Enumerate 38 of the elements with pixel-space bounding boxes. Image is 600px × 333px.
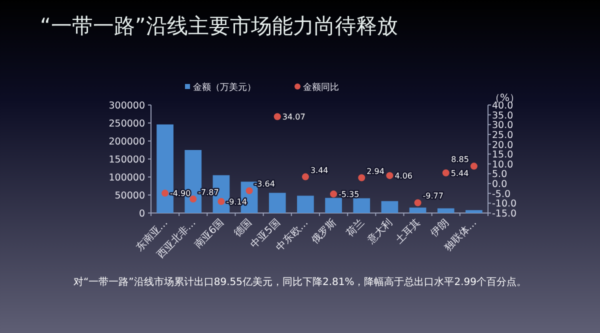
legend-label: 金额同比	[303, 82, 339, 93]
y-tick-label: 150000	[108, 154, 145, 166]
data-label: -5.35	[338, 190, 360, 200]
y2-tick-label: 0.0	[492, 179, 508, 190]
x-tick-label: 南亚6国	[192, 216, 226, 251]
y-tick-label: 0	[138, 208, 145, 220]
data-label: 4.06	[394, 172, 413, 181]
data-label: 5.44	[450, 168, 469, 178]
y2-tick-label: -15.0	[492, 208, 517, 220]
chart-title: “一带一路”沿线主要市场能力尚待释放	[40, 14, 398, 38]
x-tick-label: 伊朗	[428, 216, 451, 240]
y-tick-label: 300000	[108, 100, 145, 112]
legend-label: 金额（万美元）	[193, 82, 256, 93]
x-tick-label: 土耳其	[393, 216, 423, 246]
data-label: 34.07	[282, 112, 306, 122]
y2-tick-label: -10.0	[492, 198, 517, 210]
x-tick-label: 荷兰	[344, 216, 367, 240]
y2-tick-label: 20.0	[492, 140, 514, 151]
y2-tick-label: 35.0	[492, 110, 514, 122]
data-label: 2.94	[366, 166, 384, 176]
y-tick-label: 250000	[108, 118, 145, 130]
x-tick-label: 德国	[232, 217, 254, 240]
y2-tick-label: -5.0	[492, 188, 511, 200]
y2-tick-label: 5.0	[492, 169, 508, 180]
y2-tick-label: 15.0	[492, 150, 514, 161]
data-label: -9.77	[422, 192, 444, 201]
y-tick-label: 100000	[108, 172, 145, 184]
y2-tick-label: 40.0	[492, 100, 514, 112]
y-tick-label: 50000	[114, 190, 145, 202]
x-tick-label: 意大利	[364, 216, 395, 248]
y-tick-label: 200000	[108, 136, 145, 148]
y2-tick-label: 30.0	[492, 120, 514, 132]
x-tick-label: 俄罗斯	[308, 216, 339, 246]
text: 对“一带一路”沿线市场累计出口89.55亿美元，同比下降2.81%，降幅高于总出口水平2.99个百分点。	[73, 276, 527, 288]
data-label: 3.44	[310, 166, 328, 175]
y2-tick-label: 25.0	[492, 130, 514, 141]
y2-tick-label: 10.0	[492, 159, 514, 170]
data-label: 8.85	[451, 155, 469, 164]
